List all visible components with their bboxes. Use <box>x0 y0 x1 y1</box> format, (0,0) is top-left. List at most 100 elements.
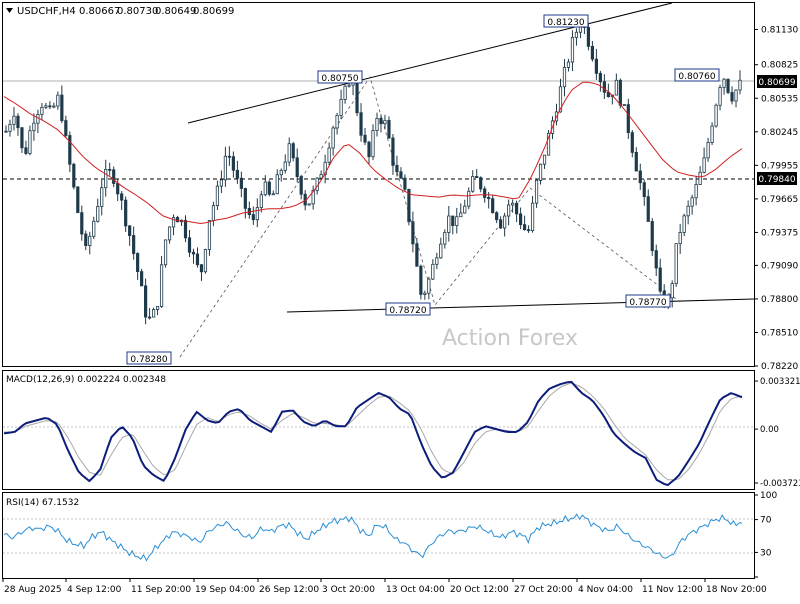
candle <box>439 237 443 259</box>
rsi-axis: 100 70 30 <box>754 491 777 578</box>
time-tick-label: 19 Sep 04:00 <box>195 585 255 595</box>
candle <box>722 78 726 95</box>
candle <box>451 215 455 235</box>
time-tick-label: 11 Sep 20:00 <box>131 585 191 595</box>
candle <box>40 102 44 121</box>
candle <box>706 137 710 162</box>
candle <box>219 170 224 193</box>
candle <box>84 230 88 251</box>
candle <box>614 73 618 96</box>
candle <box>594 48 598 80</box>
time-tick-label: 26 Sep 12:00 <box>259 585 319 595</box>
candle <box>271 190 275 196</box>
close-value: 0.80699 <box>193 6 234 17</box>
annotation-label: 0.78280 <box>130 355 167 365</box>
candle <box>626 98 630 139</box>
candle <box>195 247 200 268</box>
candle <box>319 170 323 179</box>
price-tick-label: 0.79090 <box>761 261 798 271</box>
candle <box>367 140 371 165</box>
candle <box>4 125 8 133</box>
candle <box>191 248 196 264</box>
candle <box>455 207 459 234</box>
candle <box>171 214 176 236</box>
candle <box>331 125 335 156</box>
time-tick-label: 20 Oct 12:00 <box>450 585 509 595</box>
candle <box>12 107 16 131</box>
price-tick-label: 0.78220 <box>761 362 798 372</box>
candle <box>203 248 208 274</box>
candle <box>231 151 235 178</box>
candle <box>391 134 395 175</box>
price-tick-label: 0.80535 <box>761 94 798 104</box>
time-tick-label: 13 Oct 04:00 <box>386 585 445 595</box>
candle <box>690 194 694 215</box>
candle <box>80 205 84 241</box>
candle <box>574 28 579 46</box>
candle <box>515 200 519 223</box>
candle <box>491 195 495 214</box>
candle <box>423 290 427 300</box>
upper-channel-trendline <box>187 2 673 124</box>
rsi-label: RSI(14) 67.1532 <box>6 498 79 508</box>
candle <box>658 258 662 294</box>
current-price-label: 0.80699 <box>758 78 795 88</box>
collapse-triangle-icon[interactable] <box>6 8 13 13</box>
candle <box>698 166 702 185</box>
macd-pane-frame <box>2 370 755 490</box>
candle <box>654 244 658 277</box>
candle <box>255 198 259 228</box>
price-axis: 0.81130 0.80825 0.80535 0.80245 0.79955 0.796… <box>754 25 798 372</box>
candle <box>159 256 164 308</box>
candle <box>76 186 80 214</box>
candle <box>463 199 467 214</box>
candle <box>144 278 148 325</box>
macd-axis: 0.003321 0.00 -0.003723 <box>754 377 800 489</box>
time-axis: 28 Aug 2025 4 Sep 12:00 11 Sep 20:00 19 Sep… <box>2 578 767 595</box>
annotation-0.78720: 0.78720 <box>385 302 431 316</box>
open-value: 0.80667 <box>79 6 120 17</box>
candle <box>8 119 12 137</box>
candle <box>311 185 315 210</box>
candle <box>259 190 263 213</box>
candle <box>223 146 227 187</box>
current-price-tag: 0.80699 <box>757 75 797 88</box>
rsi-tick-label: 30 <box>760 548 772 558</box>
candle <box>650 218 654 256</box>
price-tick-label: 0.79665 <box>761 195 798 205</box>
price-tick-label: 0.80825 <box>761 61 798 71</box>
macd-tick-label: 0.003321 <box>760 377 800 387</box>
candle <box>199 263 204 281</box>
candle <box>187 229 192 257</box>
low-value: 0.80649 <box>155 6 196 17</box>
candle <box>28 125 32 156</box>
candle <box>726 78 730 95</box>
candle <box>530 195 535 233</box>
rsi-pane-frame <box>2 492 755 579</box>
annotation-label: 0.80760 <box>678 72 715 82</box>
candle <box>183 215 188 243</box>
annotation-0.78770: 0.78770 <box>625 294 671 308</box>
candle <box>598 70 602 92</box>
candle <box>24 140 28 156</box>
candle <box>542 154 547 169</box>
rsi-tick-label: 70 <box>760 516 772 526</box>
candle <box>124 196 128 233</box>
candle <box>148 307 152 320</box>
candle <box>678 223 682 254</box>
candle <box>327 142 331 166</box>
candle <box>279 168 283 182</box>
time-tick-label: 11 Nov 12:00 <box>642 585 703 595</box>
candle <box>447 206 451 242</box>
candle <box>132 226 136 260</box>
candle <box>694 175 698 206</box>
candle <box>151 307 156 318</box>
lower-channel-trendline <box>286 298 755 313</box>
candle <box>570 30 575 72</box>
time-tick-label: 28 Aug 2025 <box>4 585 62 595</box>
candle <box>72 162 76 190</box>
candle <box>590 40 595 62</box>
candle <box>267 180 271 197</box>
candle <box>419 264 423 300</box>
candle <box>287 137 291 167</box>
